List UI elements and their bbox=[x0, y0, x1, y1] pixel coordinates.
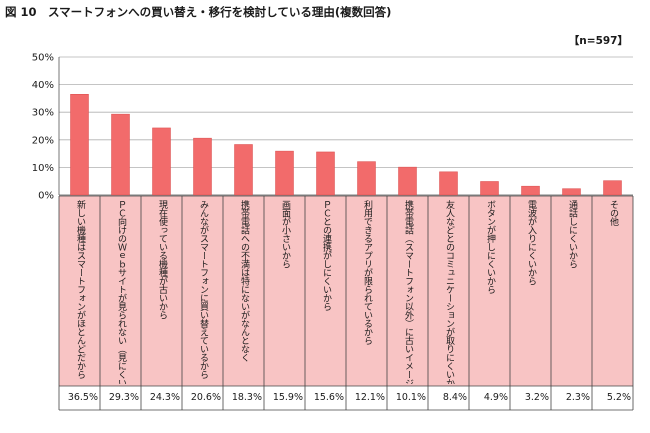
category-label: ボタンが押しにくいから bbox=[485, 200, 495, 294]
bar bbox=[275, 150, 294, 196]
y-tick-label: 0% bbox=[38, 191, 54, 202]
category-label: その他 bbox=[608, 200, 618, 226]
value-label: 5.2% bbox=[606, 392, 631, 403]
category-label: ＰＣ向けのＷｅｂサイトが見られない（見にくい）から bbox=[116, 200, 126, 384]
y-tick-label: 40% bbox=[32, 80, 54, 91]
category-label: 利用できるアプリが限られているから bbox=[362, 200, 372, 345]
value-label: 36.5% bbox=[67, 392, 98, 403]
value-label: 4.9% bbox=[483, 392, 508, 403]
category-label: 画面が小さいから bbox=[280, 200, 290, 268]
category-label-cell: ボタンが押しにくいから bbox=[470, 200, 509, 384]
category-label-cell: ＰＣとの連携がしにくいから bbox=[306, 200, 345, 384]
value-label: 3.2% bbox=[524, 392, 549, 403]
value-label: 15.9% bbox=[272, 392, 303, 403]
category-label-cell: 携帯電話への不満は特にないがなんとなく bbox=[224, 200, 263, 384]
y-tick-label: 30% bbox=[32, 108, 54, 119]
value-label: 18.3% bbox=[231, 392, 262, 403]
value-label: 8.4% bbox=[442, 392, 467, 403]
category-label: みんながスマートフォンに買い替えているから bbox=[198, 200, 208, 379]
category-label-cell: みんながスマートフォンに買い替えているから bbox=[183, 200, 222, 384]
category-label-cell: 現在使っている機種が古いから bbox=[142, 200, 181, 384]
category-label: 友人などとのコミュニケーションが取りにくいから bbox=[444, 200, 454, 384]
category-label: 現在使っている機種が古いから bbox=[157, 200, 167, 319]
bar bbox=[234, 144, 253, 196]
value-label: 15.6% bbox=[313, 392, 344, 403]
category-label-cell: 利用できるアプリが限られているから bbox=[347, 200, 386, 384]
category-label: 電波が入りにくいから bbox=[526, 200, 536, 285]
y-tick-label: 20% bbox=[32, 135, 54, 146]
chart-title: 図 10 スマートフォンへの買い替え・移行を検討している理由(複数回答) bbox=[5, 5, 392, 19]
sample-size-label: 【n=597】 bbox=[568, 35, 628, 47]
category-label-cell: ＰＣ向けのＷｅｂサイトが見られない（見にくい）から bbox=[101, 200, 140, 384]
bar bbox=[439, 171, 458, 196]
bar bbox=[480, 181, 499, 196]
bar bbox=[398, 166, 417, 196]
value-label: 24.3% bbox=[149, 392, 180, 403]
bar bbox=[316, 151, 335, 196]
category-label-cell: 通話しにくいから bbox=[552, 200, 591, 384]
y-tick-label: 10% bbox=[32, 163, 54, 174]
y-tick-label: 50% bbox=[32, 53, 54, 64]
category-label-cell: 画面が小さいから bbox=[265, 200, 304, 384]
category-label-cell: 携帯電話（スマートフォン以外）に古いイメージがあるから bbox=[388, 200, 427, 384]
bar bbox=[111, 113, 130, 196]
bar bbox=[152, 127, 171, 196]
bar bbox=[357, 161, 376, 196]
bar bbox=[603, 180, 622, 196]
category-label: 携帯電話への不満は特にないがなんとなく bbox=[239, 200, 249, 362]
category-label: 携帯電話（スマートフォン以外）に古いイメージがあるから bbox=[403, 200, 413, 384]
category-label: ＰＣとの連携がしにくいから bbox=[321, 200, 331, 311]
bar bbox=[521, 185, 540, 196]
bar bbox=[562, 188, 581, 196]
category-label-cell: 電波が入りにくいから bbox=[511, 200, 550, 384]
category-label-cell: その他 bbox=[593, 200, 632, 384]
bar bbox=[193, 137, 212, 196]
value-label: 2.3% bbox=[565, 392, 590, 403]
bar bbox=[70, 94, 89, 196]
category-label: 新しい機種はスマートフォンがほとんどだから bbox=[75, 200, 85, 379]
value-label: 10.1% bbox=[395, 392, 426, 403]
value-label: 29.3% bbox=[108, 392, 139, 403]
category-label: 通話しにくいから bbox=[567, 200, 577, 268]
category-label-cell: 新しい機種はスマートフォンがほとんどだから bbox=[60, 200, 99, 384]
value-label: 12.1% bbox=[354, 392, 385, 403]
value-label: 20.6% bbox=[190, 392, 221, 403]
category-label-cell: 友人などとのコミュニケーションが取りにくいから bbox=[429, 200, 468, 384]
